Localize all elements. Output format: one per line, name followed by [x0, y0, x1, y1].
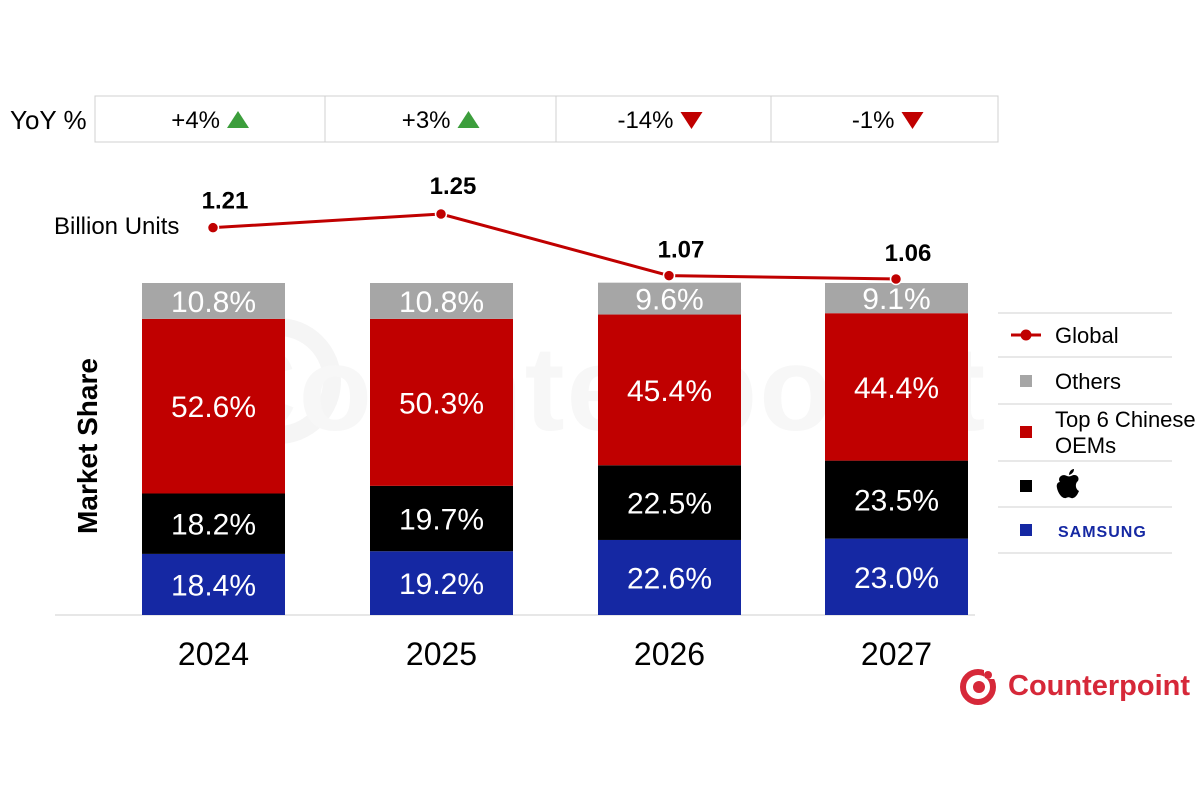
apple-logo-icon	[1056, 469, 1079, 499]
triangle-up-icon	[227, 111, 249, 128]
bar-label-others-2026: 9.6%	[635, 284, 703, 317]
global-series-line	[212, 212, 897, 281]
bar-label-chinese-2025: 50.3%	[399, 387, 484, 420]
apple-logo-leaf	[1069, 469, 1074, 475]
yoy-value-2027: -1%	[852, 107, 895, 134]
global-point-2024	[206, 221, 220, 234]
legend-label-chinese-line1: Top 6 Chinese	[1055, 407, 1196, 432]
global-value-label-2026: 1.07	[658, 237, 705, 264]
legend-swatch-chinese	[1020, 426, 1032, 438]
bar-label-samsung-2026: 22.6%	[627, 562, 712, 595]
triangle-up-icon	[457, 111, 480, 128]
yoy-value-2024: +4%	[171, 107, 220, 134]
legend-item-apple	[1020, 469, 1079, 499]
legend-label-samsung: SAMSUNG	[1058, 524, 1147, 541]
bar-label-others-2024: 10.8%	[171, 286, 256, 319]
apple-logo-body	[1056, 474, 1079, 499]
x-tick-label-2024: 2024	[178, 636, 249, 672]
x-tick-label-2025: 2025	[406, 636, 477, 672]
bar-apple-2024	[142, 493, 285, 554]
bar-label-chinese-2024: 52.6%	[171, 391, 256, 424]
x-tick-label-2026: 2026	[634, 636, 705, 672]
bar-others-2026	[598, 282, 741, 315]
bar-samsung-2024	[142, 553, 285, 615]
bar-label-apple-2025: 19.7%	[399, 504, 484, 537]
bar-chinese-2026	[598, 314, 741, 466]
bar-label-apple-2024: 18.2%	[171, 509, 256, 542]
legend-item-samsung: SAMSUNG	[1020, 524, 1147, 541]
bar-chinese-2024	[142, 318, 285, 494]
bar-others-2024	[142, 283, 285, 319]
x-tick-label-2027: 2027	[861, 636, 932, 672]
yoy-value-2025: +3%	[402, 107, 451, 134]
bar-chinese-2025	[370, 318, 513, 486]
bar-label-chinese-2026: 45.4%	[627, 375, 712, 408]
yoy-row-label: YoY %	[10, 105, 87, 135]
triangle-down-icon	[680, 112, 703, 129]
yoy-table-border	[94, 95, 999, 143]
bar-label-others-2025: 10.8%	[399, 286, 484, 319]
global-value-label-2024: 1.21	[202, 188, 249, 215]
legend-marker	[1020, 329, 1032, 341]
bar-label-chinese-2027: 44.4%	[854, 372, 939, 405]
global-point-2025	[434, 207, 448, 221]
counterpoint-logo-icon	[960, 669, 996, 705]
legend-item-others: Others	[1020, 369, 1121, 394]
global-point-2026	[662, 269, 676, 282]
bar-chinese-2027	[825, 313, 968, 461]
global-value-label-2025: 1.25	[430, 173, 477, 200]
yoy-value-2026: -14%	[617, 107, 673, 134]
bar-samsung-2026	[598, 539, 741, 615]
y-axis-title: Market Share	[72, 358, 103, 534]
bar-label-samsung-2027: 23.0%	[854, 562, 939, 595]
legend-label-global: Global	[1055, 323, 1119, 348]
counterpoint-logo: Counterpoint	[958, 667, 1198, 707]
legend-label-chinese-line2: OEMs	[1055, 433, 1116, 458]
legend-swatch-apple	[1020, 480, 1032, 492]
bar-apple-2026	[598, 465, 741, 540]
legend-swatch-others	[1020, 375, 1032, 387]
bar-others-2025	[370, 283, 513, 319]
bar-others-2027	[825, 283, 968, 314]
bar-label-samsung-2024: 18.4%	[171, 569, 256, 602]
legend-item-global: Global	[1011, 323, 1119, 348]
triangle-down-icon	[901, 112, 924, 129]
bar-label-apple-2027: 23.5%	[854, 485, 939, 518]
global-unit-label: Billion Units	[54, 213, 179, 240]
legend-swatch-samsung	[1020, 524, 1032, 536]
bar-label-samsung-2025: 19.2%	[399, 568, 484, 601]
bar-samsung-2025	[370, 551, 513, 615]
bar-samsung-2027	[825, 538, 968, 615]
legend-label-others: Others	[1055, 369, 1121, 394]
bar-label-others-2027: 9.1%	[862, 283, 930, 316]
bar-label-apple-2026: 22.5%	[627, 488, 712, 521]
bar-apple-2027	[825, 460, 968, 539]
counterpoint-logo-text: Counterpoint	[1008, 670, 1191, 702]
global-point-2027	[889, 272, 903, 286]
bar-apple-2025	[370, 485, 513, 552]
global-value-label-2027: 1.06	[885, 240, 932, 267]
